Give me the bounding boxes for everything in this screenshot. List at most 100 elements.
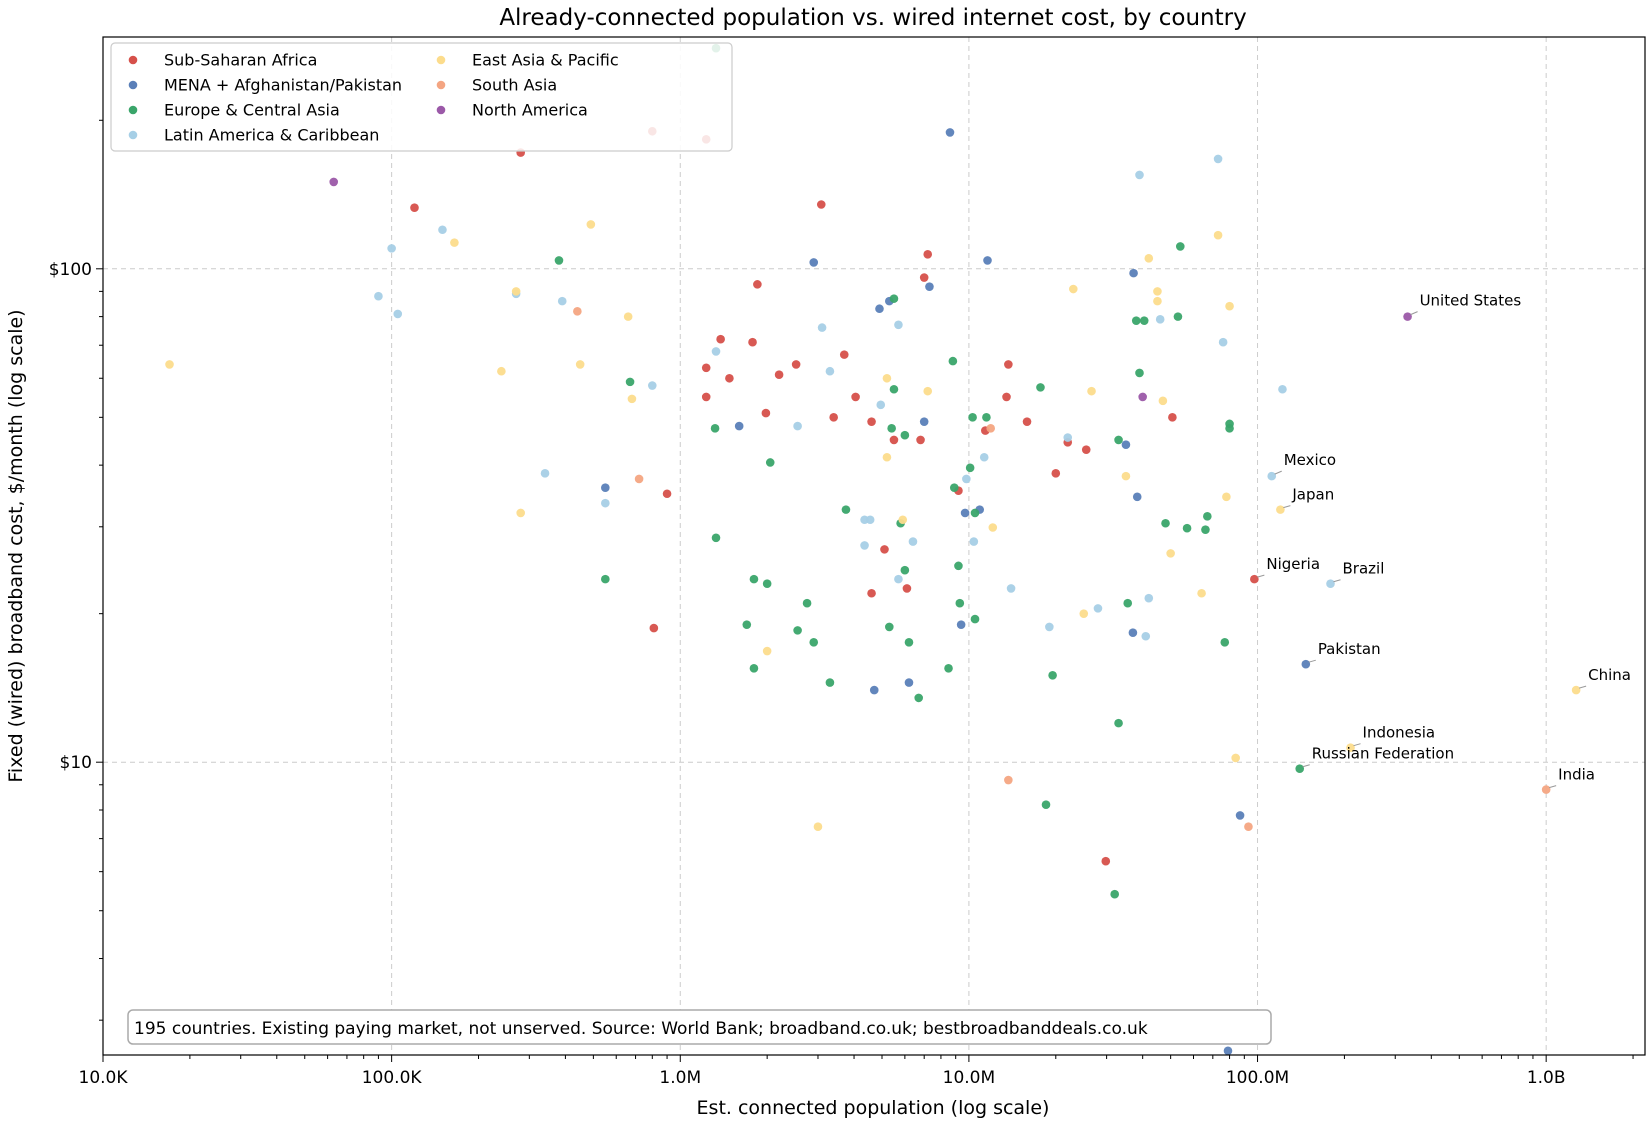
- data-point: [1129, 268, 1138, 278]
- data-points: [165, 43, 1581, 1056]
- data-point: [825, 678, 835, 687]
- data-point: [1267, 471, 1277, 481]
- data-point: [710, 424, 720, 433]
- data-point: [1276, 505, 1285, 514]
- annotation-label: Japan: [1291, 486, 1334, 504]
- data-point: [1222, 492, 1231, 502]
- data-point: [841, 505, 851, 514]
- data-point: [802, 598, 812, 608]
- data-point: [882, 452, 892, 462]
- data-point: [960, 508, 970, 518]
- data-point: [701, 392, 711, 402]
- data-point: [725, 373, 734, 383]
- annotation-leader-line: [1578, 685, 1587, 689]
- legend-marker: [436, 55, 446, 65]
- legend-box: [110, 42, 733, 152]
- data-point: [829, 413, 838, 422]
- annotation-leader-line: [1308, 659, 1316, 663]
- data-point: [1069, 284, 1078, 294]
- source-note-box: [127, 1009, 1272, 1045]
- data-point: [1244, 822, 1253, 832]
- data-point: [880, 545, 889, 554]
- legend-label: Europe & Central Asia: [164, 101, 340, 120]
- data-point: [761, 408, 771, 418]
- data-point: [1197, 588, 1206, 598]
- data-point: [908, 537, 918, 546]
- data-point: [450, 238, 459, 247]
- annotation-label: Mexico: [1284, 451, 1336, 469]
- data-point: [970, 614, 980, 624]
- data-point: [1541, 785, 1551, 794]
- data-point: [1087, 386, 1096, 396]
- data-point: [711, 533, 721, 543]
- annotation-label: Indonesia: [1363, 724, 1436, 742]
- data-point: [1250, 574, 1259, 584]
- data-point: [716, 334, 725, 344]
- source-note-text: 195 countries. Existing paying market, n…: [134, 1019, 1148, 1039]
- series-sub-saharan-africa: [410, 126, 1259, 866]
- data-point: [889, 294, 899, 303]
- data-point: [1173, 312, 1183, 321]
- data-point: [793, 421, 802, 431]
- data-point: [1051, 469, 1061, 478]
- data-point: [867, 588, 876, 598]
- x-tick-label: 10.0K: [79, 1068, 129, 1088]
- data-point: [860, 541, 869, 550]
- data-point: [1139, 316, 1149, 325]
- data-point: [949, 483, 959, 493]
- data-point: [898, 515, 908, 525]
- data-point: [1158, 396, 1168, 406]
- data-point: [753, 280, 762, 289]
- data-point: [1135, 368, 1144, 378]
- data-point: [511, 287, 521, 296]
- legend-marker: [436, 105, 446, 115]
- data-point: [887, 424, 896, 433]
- data-point: [374, 291, 383, 301]
- annotation-label: Pakistan: [1318, 640, 1381, 658]
- data-point: [1041, 800, 1051, 810]
- data-point: [894, 574, 903, 584]
- chart-title: Already-connected population vs. wired i…: [499, 5, 1246, 31]
- x-tick-label: 100.0M: [1226, 1068, 1289, 1088]
- data-point: [986, 424, 996, 433]
- data-point: [497, 366, 506, 376]
- annotation-leader-line: [1410, 311, 1418, 316]
- axis-ticks: 10.0K 100.0K 1.0M 10.0M 100.0M 1.0B $10 $100: [49, 119, 1634, 1088]
- data-point: [1203, 512, 1212, 521]
- data-point: [1131, 316, 1141, 325]
- data-point: [647, 381, 657, 390]
- data-point: [1403, 312, 1412, 321]
- data-point: [1218, 337, 1228, 347]
- x-tick-label: 100.0K: [362, 1068, 423, 1088]
- data-point: [1128, 628, 1138, 638]
- data-point: [1121, 440, 1131, 450]
- data-point: [1295, 764, 1305, 774]
- data-point: [1220, 637, 1230, 647]
- data-point: [749, 663, 759, 673]
- x-tick-label: 10.0M: [943, 1068, 996, 1088]
- data-point: [882, 373, 892, 383]
- series-south-asia: [573, 307, 1551, 832]
- legend-label: South Asia: [472, 76, 557, 95]
- data-point: [554, 256, 564, 265]
- data-point: [1225, 301, 1234, 311]
- series-east-asia-pacific: [165, 220, 1581, 832]
- data-point: [749, 574, 759, 584]
- data-point: [742, 620, 752, 629]
- data-point: [809, 258, 819, 267]
- data-point: [1144, 593, 1154, 603]
- data-point: [876, 400, 886, 410]
- data-point: [540, 469, 550, 478]
- data-point: [1101, 856, 1111, 866]
- data-point: [867, 417, 876, 426]
- data-point: [983, 256, 992, 265]
- data-point: [634, 474, 644, 484]
- data-point: [662, 489, 672, 499]
- data-point: [793, 626, 802, 635]
- annotation-label: Brazil: [1343, 560, 1385, 578]
- legend-marker: [128, 55, 138, 65]
- data-point: [1121, 471, 1131, 481]
- annotation-leader-line: [1257, 574, 1265, 578]
- data-point: [165, 360, 174, 369]
